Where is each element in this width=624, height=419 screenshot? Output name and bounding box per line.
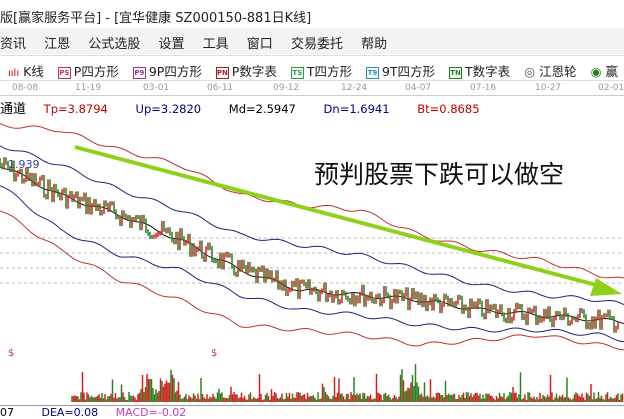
bt-value: Bt=0.8685 (417, 102, 480, 116)
date-tick: 10-27 (535, 83, 562, 93)
kline-button[interactable]: ıılı K线 (8, 64, 44, 79)
indicator-bar: 通道 Tp=3.8794 Up=3.2820 Md=2.5947 Dn=1.69… (0, 96, 624, 117)
date-tick: 07-16 (470, 83, 497, 93)
p-number-table-button[interactable]: PN P数字表 (215, 64, 277, 79)
ts-icon: TS (290, 67, 304, 79)
menu-settings[interactable]: 设置 (158, 37, 185, 52)
circle-icon: ◉ (590, 64, 602, 79)
dn-band (0, 185, 624, 343)
kline-icon: ıılı (8, 68, 20, 79)
ps-icon: PS (57, 67, 71, 79)
menu-help[interactable]: 帮助 (361, 37, 388, 52)
menu-window[interactable]: 窗口 (246, 37, 273, 52)
gann-wheel-button[interactable]: ◎ 江恩轮 (524, 64, 577, 79)
date-tick: 12-24 (341, 83, 368, 93)
trend-arrow-head (590, 278, 622, 296)
md-value: Md=2.5947 (228, 102, 296, 116)
date-tick: 06-11 (207, 83, 234, 93)
pn-icon: PN (215, 67, 229, 79)
macd-prev: 07 (0, 406, 14, 419)
date-axis: 08-08 11-19 03-01 06-11 09-12 12-24 04-0… (0, 82, 624, 96)
marker-1: $ (8, 348, 14, 359)
win-button[interactable]: ◉ 赢 (590, 64, 618, 79)
date-tick: 03-01 (143, 83, 170, 93)
9t-square-button[interactable]: T9 9T四方形 (365, 64, 436, 79)
trend-arrow (74, 145, 601, 288)
menu-bar: 资讯 江恩 公式选股 设置 工具 窗口 交易委托 帮助 (0, 28, 624, 54)
gann-wheel-icon: ◎ (524, 64, 536, 79)
t-square-button[interactable]: TS T四方形 (290, 64, 352, 79)
menu-gann[interactable]: 江恩 (44, 37, 71, 52)
up-value: Up=3.2820 (135, 102, 202, 116)
window-title: 版[赢家服务平台] - [宜华健康 SZ000150-881日K线] (0, 0, 624, 28)
menu-tools[interactable]: 工具 (202, 37, 229, 52)
macd-bar: 07 DEA=0.08 MACD=-0.02 (0, 405, 624, 419)
annotation-text: 预判股票下跌可以做空 (314, 160, 565, 189)
up-band (0, 145, 624, 306)
toolbar: ıılı K线 PS P四方形 P9 9P四方形 PN P数字表 TS T四方形 T9 9… (0, 55, 624, 81)
dn-value: Dn=1.6941 (323, 102, 390, 116)
marker-2: $ (211, 348, 217, 359)
indicator-name: 通道 (0, 102, 27, 117)
t-number-table-button[interactable]: TN T数字表 (449, 64, 511, 79)
high-price-label: 1.939 (8, 158, 40, 171)
kline-chart: 1.939 $ $ (0, 123, 624, 402)
menu-news[interactable]: 资讯 (0, 37, 27, 52)
tp-band (0, 123, 624, 279)
p9-icon: P9 (132, 67, 146, 79)
md-band (0, 166, 624, 325)
date-tick: 08-08 (12, 83, 39, 93)
grid-lines (0, 237, 624, 284)
tn-icon: TN (449, 67, 463, 79)
date-tick: 04-07 (405, 83, 432, 93)
macd-value: MACD=-0.02 (115, 406, 187, 419)
date-tick: 02-01 (598, 83, 624, 93)
bt-band (0, 210, 624, 351)
menu-trade[interactable]: 交易委托 (290, 37, 343, 52)
t9-icon: T9 (365, 67, 379, 79)
tp-value: Tp=3.8794 (43, 102, 108, 116)
9p-square-button[interactable]: P9 9P四方形 (132, 64, 202, 79)
p-square-button[interactable]: PS P四方形 (57, 64, 119, 79)
menu-formula[interactable]: 公式选股 (88, 37, 141, 52)
date-tick: 09-12 (273, 83, 300, 93)
dea-value: DEA=0.08 (41, 406, 99, 419)
date-tick: 11-19 (75, 83, 102, 93)
